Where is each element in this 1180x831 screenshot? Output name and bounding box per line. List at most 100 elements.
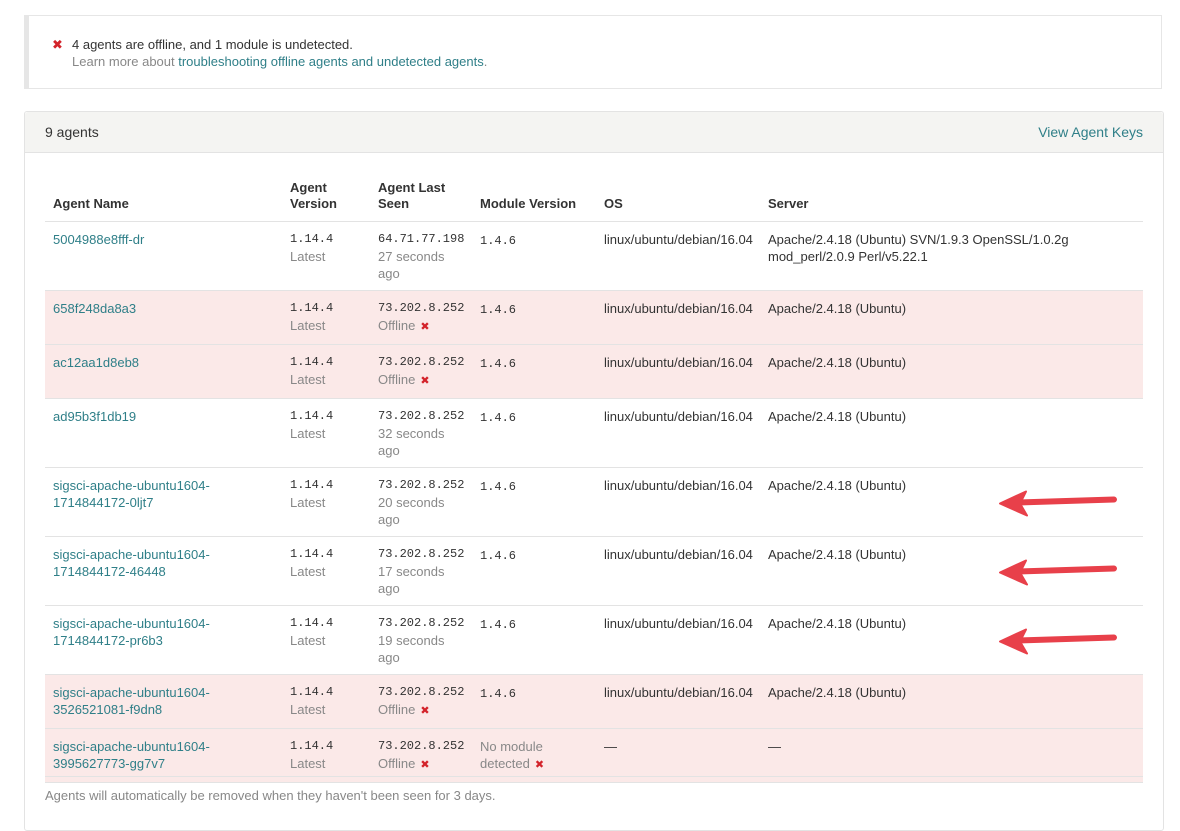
cell-module-version: 1.4.6 bbox=[472, 674, 596, 729]
cell-os: — bbox=[596, 728, 760, 783]
troubleshooting-link[interactable]: troubleshooting offline agents and undet… bbox=[178, 54, 484, 69]
agent-ip: 73.202.8.252 bbox=[378, 478, 465, 492]
agent-name-link[interactable]: ac12aa1d8eb8 bbox=[53, 355, 140, 370]
cell-agent-name: 5004988e8fff-dr bbox=[45, 221, 282, 291]
col-agent-last-seen[interactable]: Agent Last Seen bbox=[370, 180, 472, 222]
table-row[interactable]: sigsci-apache-ubuntu1604-1714844172-0ljt… bbox=[45, 467, 1143, 537]
cell-agent-name: 658f248da8a3 bbox=[45, 290, 282, 345]
agent-name-link[interactable]: sigsci-apache-ubuntu1604-1714844172-4644… bbox=[53, 547, 210, 579]
cell-os: linux/ubuntu/debian/16.04 bbox=[596, 290, 760, 345]
agent-version: 1.14.4 bbox=[290, 355, 334, 369]
agent-name-link[interactable]: sigsci-apache-ubuntu1604-1714844172-pr6b… bbox=[53, 616, 210, 648]
col-os[interactable]: OS bbox=[596, 180, 760, 222]
offline-x-icon: ✖ bbox=[417, 375, 430, 387]
last-seen-text: 32 seconds ago bbox=[378, 426, 445, 458]
cell-server: Apache/2.4.18 (Ubuntu) bbox=[760, 290, 1143, 345]
os-text: — bbox=[604, 739, 617, 754]
agent-version: 1.14.4 bbox=[290, 616, 334, 630]
module-missing-text: No module detected bbox=[480, 739, 543, 771]
offline-x-icon: ✖ bbox=[417, 705, 430, 717]
footnote: Agents will automatically be removed whe… bbox=[45, 788, 496, 803]
cell-agent-version: 1.14.4 Latest bbox=[282, 290, 370, 345]
table-row[interactable]: sigsci-apache-ubuntu1604-3995627773-gg7v… bbox=[45, 728, 1143, 783]
agent-ip: 73.202.8.252 bbox=[378, 301, 465, 315]
agent-version-note: Latest bbox=[290, 426, 326, 441]
agent-name-link[interactable]: sigsci-apache-ubuntu1604-3995627773-gg7v… bbox=[53, 739, 210, 771]
last-seen-text: Offline bbox=[378, 318, 416, 333]
server-text: Apache/2.4.18 (Ubuntu) bbox=[768, 478, 907, 493]
agent-name-link[interactable]: ad95b3f1db19 bbox=[53, 409, 137, 424]
module-missing-x-icon: ✖ bbox=[531, 759, 545, 771]
agent-ip: 73.202.8.252 bbox=[378, 355, 465, 369]
cell-agent-name: ac12aa1d8eb8 bbox=[45, 344, 282, 399]
last-seen-text: 20 seconds ago bbox=[378, 495, 445, 527]
cell-last-seen: 73.202.8.252 19 seconds ago bbox=[370, 605, 472, 675]
offline-x-icon: ✖ bbox=[417, 759, 430, 771]
cell-agent-version: 1.14.4 Latest bbox=[282, 536, 370, 606]
cell-agent-version: 1.14.4 Latest bbox=[282, 221, 370, 291]
cell-agent-version: 1.14.4 Latest bbox=[282, 398, 370, 468]
cell-os: linux/ubuntu/debian/16.04 bbox=[596, 674, 760, 729]
cell-agent-name: sigsci-apache-ubuntu1604-1714844172-pr6b… bbox=[45, 605, 282, 675]
cell-last-seen: 73.202.8.252 Offline ✖ bbox=[370, 728, 472, 783]
cell-module-version: 1.4.6 bbox=[472, 467, 596, 537]
cell-module-version: 1.4.6 bbox=[472, 290, 596, 345]
server-text: Apache/2.4.18 (Ubuntu) SVN/1.9.3 OpenSSL… bbox=[768, 232, 1069, 264]
cell-agent-name: sigsci-apache-ubuntu1604-3526521081-f9dn… bbox=[45, 674, 282, 729]
agent-version: 1.14.4 bbox=[290, 739, 334, 753]
server-text: — bbox=[768, 739, 781, 754]
col-module-version[interactable]: Module Version bbox=[472, 180, 596, 222]
table-row[interactable]: sigsci-apache-ubuntu1604-1714844172-4644… bbox=[45, 536, 1143, 606]
module-version: 1.4.6 bbox=[480, 549, 517, 563]
cell-agent-version: 1.14.4 Latest bbox=[282, 344, 370, 399]
last-seen-text: Offline bbox=[378, 756, 416, 771]
table-row[interactable]: ad95b3f1db19 1.14.4 Latest 73.202.8.252 32 s… bbox=[45, 398, 1143, 468]
agents-table: Agent Name Agent Version Agent Last Seen… bbox=[45, 180, 1143, 783]
view-agent-keys-link[interactable]: View Agent Keys bbox=[1038, 124, 1143, 140]
cell-module-version: No module detected ✖ bbox=[472, 728, 596, 783]
module-version: 1.4.6 bbox=[480, 480, 517, 494]
table-row[interactable]: sigsci-apache-ubuntu1604-1714844172-pr6b… bbox=[45, 605, 1143, 675]
server-text: Apache/2.4.18 (Ubuntu) bbox=[768, 616, 907, 631]
agent-ip: 73.202.8.252 bbox=[378, 616, 465, 630]
cell-os: linux/ubuntu/debian/16.04 bbox=[596, 467, 760, 537]
col-agent-version[interactable]: Agent Version bbox=[282, 180, 370, 222]
agent-version-note: Latest bbox=[290, 633, 326, 648]
table-row[interactable]: sigsci-apache-ubuntu1604-3526521081-f9dn… bbox=[45, 674, 1143, 729]
agent-name-link[interactable]: 5004988e8fff-dr bbox=[53, 232, 145, 247]
agent-version-note: Latest bbox=[290, 702, 326, 717]
module-version: 1.4.6 bbox=[480, 687, 517, 701]
cell-server: Apache/2.4.18 (Ubuntu) bbox=[760, 605, 1143, 675]
agent-ip: 73.202.8.252 bbox=[378, 739, 465, 753]
agents-panel: 9 agents View Agent Keys Agent Name Agen… bbox=[24, 111, 1164, 831]
agent-name-link[interactable]: sigsci-apache-ubuntu1604-1714844172-0ljt… bbox=[53, 478, 210, 510]
module-version: 1.4.6 bbox=[480, 357, 517, 371]
agent-version-note: Latest bbox=[290, 564, 326, 579]
cell-server: Apache/2.4.18 (Ubuntu) SVN/1.9.3 OpenSSL… bbox=[760, 221, 1143, 291]
table-row[interactable]: 5004988e8fff-dr 1.14.4 Latest 64.71.77.198 2… bbox=[45, 221, 1143, 291]
cell-os: linux/ubuntu/debian/16.04 bbox=[596, 536, 760, 606]
cell-agent-version: 1.14.4 Latest bbox=[282, 467, 370, 537]
last-seen-text: Offline bbox=[378, 702, 416, 717]
table-row[interactable]: 658f248da8a3 1.14.4 Latest 73.202.8.252 Offl… bbox=[45, 290, 1143, 345]
cell-server: Apache/2.4.18 (Ubuntu) bbox=[760, 398, 1143, 468]
cell-last-seen: 73.202.8.252 17 seconds ago bbox=[370, 536, 472, 606]
cell-agent-name: sigsci-apache-ubuntu1604-1714844172-0ljt… bbox=[45, 467, 282, 537]
cell-last-seen: 73.202.8.252 Offline ✖ bbox=[370, 290, 472, 345]
cell-agent-name: sigsci-apache-ubuntu1604-1714844172-4644… bbox=[45, 536, 282, 606]
cell-module-version: 1.4.6 bbox=[472, 221, 596, 291]
table-row[interactable]: ac12aa1d8eb8 1.14.4 Latest 73.202.8.252 Offl… bbox=[45, 344, 1143, 399]
module-version: 1.4.6 bbox=[480, 303, 517, 317]
cell-os: linux/ubuntu/debian/16.04 bbox=[596, 398, 760, 468]
agent-version-note: Latest bbox=[290, 372, 326, 387]
agent-version-note: Latest bbox=[290, 495, 326, 510]
col-server[interactable]: Server bbox=[760, 180, 1143, 222]
cell-os: linux/ubuntu/debian/16.04 bbox=[596, 344, 760, 399]
agent-name-link[interactable]: sigsci-apache-ubuntu1604-3526521081-f9dn… bbox=[53, 685, 210, 717]
agent-name-link[interactable]: 658f248da8a3 bbox=[53, 301, 137, 316]
module-version: 1.4.6 bbox=[480, 618, 517, 632]
agent-version-note: Latest bbox=[290, 318, 326, 333]
col-agent-name[interactable]: Agent Name bbox=[45, 180, 282, 222]
cell-agent-name: ad95b3f1db19 bbox=[45, 398, 282, 468]
agents-table-body: 5004988e8fff-dr 1.14.4 Latest 64.71.77.198 2… bbox=[45, 221, 1143, 783]
